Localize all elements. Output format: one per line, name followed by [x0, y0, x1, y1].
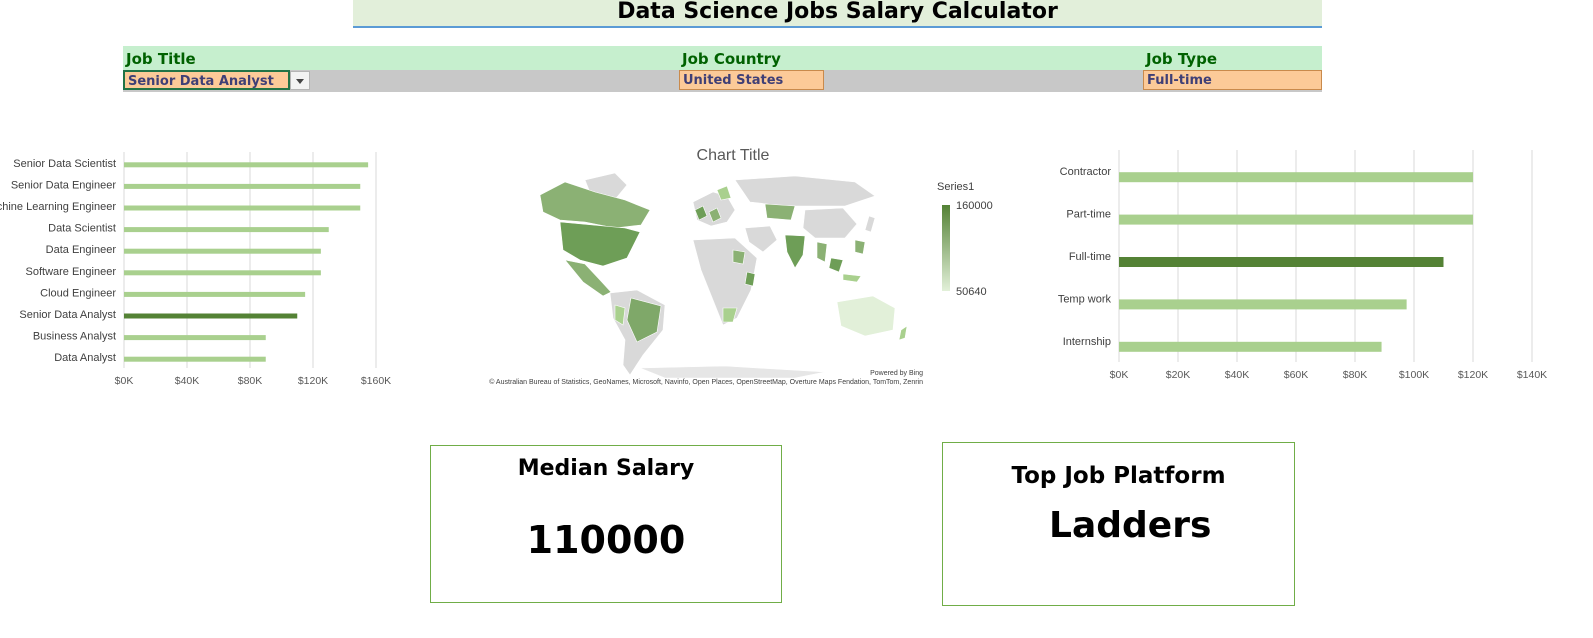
category-label: Software Engineer — [26, 266, 117, 278]
top-platform-label: Top Job Platform — [1011, 463, 1226, 489]
job-title-label: Job Title — [126, 50, 196, 68]
job-type-salary-chart[interactable]: $0K $20K $40K $60K $80K $100K $120K $140K Contra… — [1035, 140, 1583, 395]
x-tick-label: $80K — [1343, 369, 1368, 381]
x-tick-label: $80K — [238, 375, 263, 387]
map-title: Chart Title — [697, 147, 770, 164]
map-attribution: © Australian Bureau of Statistics, GeoNa… — [489, 378, 923, 386]
job-title-salary-chart[interactable]: $0K $40K $80K $120K $160K Senior Data Scienti… — [0, 140, 410, 395]
bar-internship[interactable] — [1119, 341, 1382, 352]
bar-data-scientist[interactable] — [124, 227, 329, 233]
map-legend-gradient — [942, 205, 950, 291]
map-legend-max: 160000 — [956, 200, 993, 212]
bar-part-time[interactable] — [1119, 214, 1473, 225]
bar-cloud-engineer[interactable] — [124, 291, 306, 297]
job-country-select[interactable]: United States — [679, 70, 824, 90]
dashboard-title-band: Data Science Jobs Salary Calculator — [353, 0, 1322, 28]
dashboard-title: Data Science Jobs Salary Calculator — [617, 0, 1058, 24]
x-tick-label: $60K — [1284, 369, 1309, 381]
filter-header-row: Job Title Job Country Job Type — [123, 46, 1322, 70]
category-label: Senior Data Scientist — [13, 158, 116, 170]
category-label: Internship — [1063, 336, 1111, 348]
category-label: Cloud Engineer — [40, 287, 116, 299]
bar-software-engineer[interactable] — [124, 270, 321, 276]
x-tick-label: $40K — [1225, 369, 1250, 381]
x-tick-label: $0K — [1110, 369, 1129, 381]
bar-contractor[interactable] — [1119, 172, 1473, 183]
map-powered-by: Powered by Bing — [870, 370, 923, 377]
median-salary-card: Median Salary 110000 — [430, 445, 782, 603]
bar-senior-data-engineer[interactable] — [124, 183, 361, 189]
category-label: Contractor — [1060, 166, 1112, 178]
category-label: Data Analyst — [54, 352, 116, 364]
top-platform-card: Top Job Platform Ladders — [942, 442, 1295, 606]
median-salary-label: Median Salary — [517, 456, 695, 481]
category-label: Senior Data Analyst — [19, 309, 116, 321]
top-platform-value: Ladders — [1049, 505, 1212, 546]
x-tick-label: $0K — [115, 375, 134, 387]
x-tick-label: $140K — [1517, 369, 1547, 381]
filter-value-row: Senior Data Analyst United States Full-t… — [123, 70, 1322, 92]
bar-temp-work[interactable] — [1119, 299, 1407, 310]
job-title-select[interactable]: Senior Data Analyst — [123, 70, 290, 90]
category-label: Data Engineer — [46, 244, 117, 256]
x-tick-label: $40K — [175, 375, 200, 387]
x-tick-label: $160K — [361, 375, 391, 387]
country-salary-map[interactable]: Chart Title — [465, 140, 1010, 395]
map-legend-title: Series1 — [937, 181, 974, 193]
job-country-label: Job Country — [682, 50, 781, 68]
bar-full-time[interactable] — [1119, 257, 1444, 267]
category-label: Temp work — [1058, 293, 1112, 305]
world-map-shapes — [539, 172, 908, 379]
bar-machine-learning-engineer[interactable] — [124, 205, 361, 211]
category-label: Data Scientist — [48, 223, 116, 235]
bar-business-analyst[interactable] — [124, 335, 266, 341]
map-legend-min: 50640 — [956, 286, 987, 298]
x-tick-label: $120K — [1458, 369, 1488, 381]
bar-data-analyst[interactable] — [124, 356, 266, 362]
bar-senior-data-analyst[interactable] — [124, 313, 298, 319]
job-type-label: Job Type — [1146, 50, 1217, 68]
median-salary-value: 110000 — [526, 518, 686, 562]
x-tick-label: $20K — [1166, 369, 1191, 381]
bar-data-engineer[interactable] — [124, 248, 321, 254]
job-title-dropdown-button[interactable] — [290, 71, 310, 90]
category-label: Part-time — [1066, 209, 1111, 221]
category-label: Business Analyst — [33, 331, 116, 343]
category-label: Machine Learning Engineer — [0, 201, 116, 213]
category-label: Full-time — [1069, 251, 1111, 263]
x-tick-label: $120K — [298, 375, 328, 387]
bar-senior-data-scientist[interactable] — [124, 162, 369, 168]
category-label: Senior Data Engineer — [11, 179, 117, 191]
job-type-select[interactable]: Full-time — [1143, 70, 1322, 90]
x-tick-label: $100K — [1399, 369, 1429, 381]
